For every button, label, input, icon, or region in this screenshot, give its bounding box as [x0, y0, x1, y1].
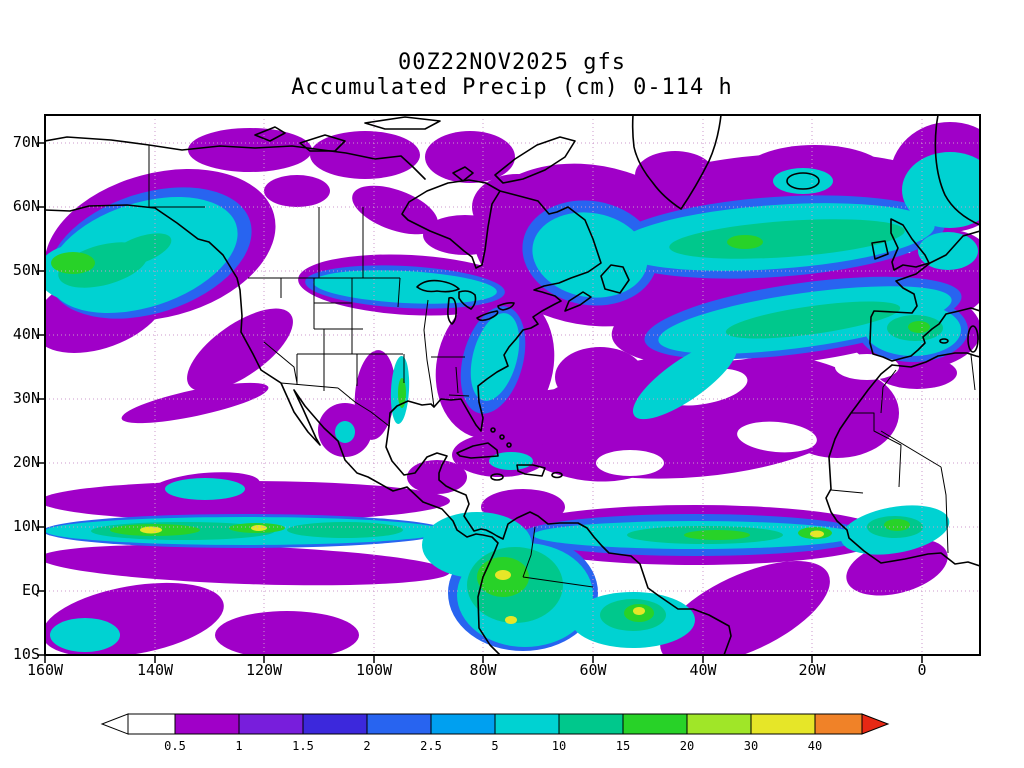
colorbar-label-15: 15 [615, 739, 631, 753]
chart-title: 00Z22NOV2025 gfs Accumulated Precip (cm)… [0, 50, 1024, 100]
lon-label-80w: 80W [469, 661, 497, 679]
colorbar-label-2: 2 [363, 739, 371, 753]
colorbar-seg-20-30 [687, 714, 751, 734]
lat-label-70n: 70N [12, 133, 40, 151]
colorbar-seg-2-2.5 [367, 714, 431, 734]
axis-ticks [37, 142, 923, 663]
colorbar-seg-15-20 [623, 714, 687, 734]
colorbar-seg-1.5-2 [303, 714, 367, 734]
chart-title-line1: 00Z22NOV2025 gfs [398, 50, 626, 75]
colorbar [100, 712, 890, 736]
colorbar-seg-10-15 [559, 714, 623, 734]
colorbar-arrow-low [102, 714, 128, 734]
lon-label-0: 0 [917, 661, 927, 679]
colorbar-label-40: 40 [807, 739, 823, 753]
lat-label-eq: EQ [21, 581, 40, 599]
chart-title-line2: Accumulated Precip (cm) 0-114 h [291, 75, 733, 100]
lat-label-10s: 10S [12, 645, 40, 663]
colorbar-label-30: 30 [743, 739, 759, 753]
colorbar-seg-0.5-1 [175, 714, 239, 734]
lon-label-20w: 20W [798, 661, 826, 679]
colorbar-label-20: 20 [679, 739, 695, 753]
colorbar-label-2.5: 2.5 [420, 739, 442, 753]
map-frame [45, 115, 980, 655]
colorbar-seg-above-40 [815, 714, 862, 734]
colorbar-label-10: 10 [551, 739, 567, 753]
lat-label-30n: 30N [12, 389, 40, 407]
lat-label-20n: 20N [12, 453, 40, 471]
colorbar-label-0.5: 0.5 [164, 739, 186, 753]
colorbar-label-1.5: 1.5 [292, 739, 314, 753]
colorbar-seg-2.5-5 [431, 714, 495, 734]
lat-label-50n: 50N [12, 261, 40, 279]
lon-label-40w: 40W [689, 661, 717, 679]
lat-label-60n: 60N [12, 197, 40, 215]
precip-layer-30-40 [140, 525, 824, 624]
borders [149, 145, 975, 587]
lon-label-120w: 120W [245, 661, 283, 679]
colorbar-arrow-high [862, 714, 888, 734]
lon-label-100w: 100W [355, 661, 393, 679]
lon-label-160w: 160W [26, 661, 64, 679]
coastlines [45, 115, 980, 655]
colorbar-seg-below-0.5 [128, 714, 175, 734]
colorbar-scale [100, 712, 890, 736]
colorbar-label-5: 5 [491, 739, 499, 753]
lon-label-140w: 140W [136, 661, 174, 679]
colorbar-seg-30-40 [751, 714, 815, 734]
lat-label-40n: 40N [12, 325, 40, 343]
colorbar-seg-1-1.5 [239, 714, 303, 734]
lon-label-60w: 60W [579, 661, 607, 679]
lat-label-10n: 10N [12, 517, 40, 535]
colorbar-label-1: 1 [235, 739, 243, 753]
colorbar-seg-5-10 [495, 714, 559, 734]
